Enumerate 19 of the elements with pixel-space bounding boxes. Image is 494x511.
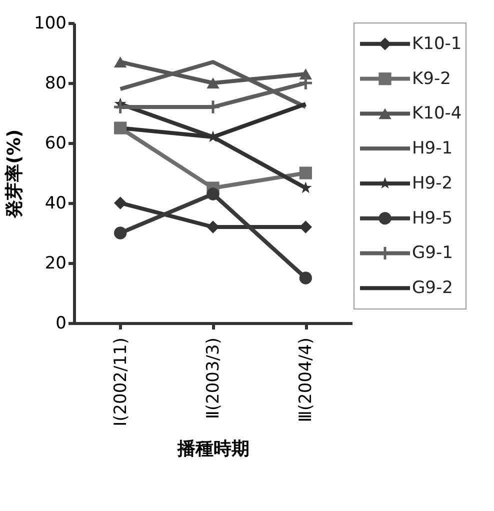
legend-label: K10-4 (412, 104, 462, 124)
x-tick-label: Ⅰ(2002/11) (110, 338, 131, 426)
legend-label: H9-5 (412, 208, 453, 228)
legend-label: G9-1 (412, 243, 453, 264)
legend-label: H9-1 (412, 138, 453, 159)
y-tick-label: 0 (56, 314, 66, 334)
x-tick-label: Ⅲ(2004/4) (296, 338, 316, 422)
legend-label: K10-1 (412, 34, 462, 54)
y-tick-label: 100 (34, 14, 66, 34)
y-tick-label: 40 (44, 194, 66, 214)
legend-label: H9-2 (412, 173, 453, 194)
legend-label: G9-2 (412, 278, 453, 298)
x-axis-title: 播種時期 (176, 438, 250, 460)
legend-label: K9-2 (412, 68, 451, 89)
y-tick-label: 20 (44, 254, 66, 274)
y-tick-label: 80 (44, 74, 66, 94)
x-tick-label: Ⅱ(2003/3) (204, 338, 224, 419)
y-tick-label: 60 (44, 134, 66, 154)
y-axis-title: 発芽率(%) (4, 129, 26, 219)
